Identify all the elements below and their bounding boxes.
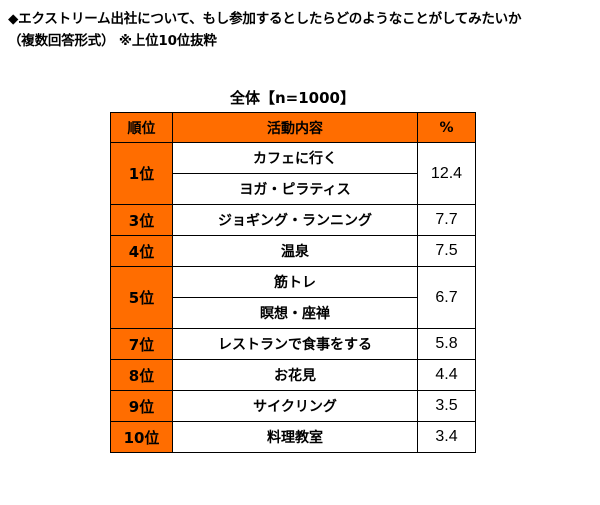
table-row: 8位 お花見 4.4 [110,359,476,391]
table-row: 10位 料理教室 3.4 [110,421,476,453]
percent-cell: 7.7 [417,204,476,236]
table-body: 1位 カフェに行く 12.4 ヨガ・ピラティス 3位 ジョギング・ランニング 7.7 4位 温泉… [110,142,476,453]
percent-cell: 3.5 [417,390,476,422]
rank-cell: 5位 [110,266,173,329]
table-header-row: 順位 活動内容 % [110,112,476,143]
rank-cell: 8位 [110,359,173,391]
rank-cell: 7位 [110,328,173,360]
title-line-1: ◆エクストリーム出社について、もし参加するとしたらどのようなことがしてみたいか [8,11,522,27]
percent-cell: 12.4 [417,142,476,205]
header-percent: % [417,112,476,143]
page-title: ◆エクストリーム出社について、もし参加するとしたらどのようなことがしてみたいか … [8,8,593,52]
activity-cell: ジョギング・ランニング [172,204,418,236]
percent-cell: 7.5 [417,235,476,267]
activity-cell: 筋トレ [172,266,418,298]
activity-cell: 温泉 [172,235,418,267]
rank-cell: 9位 [110,390,173,422]
table-row: 4位 温泉 7.5 [110,235,476,267]
rank-cell: 1位 [110,142,173,205]
activity-cell: ヨガ・ピラティス [172,173,418,205]
table-row: 3位 ジョギング・ランニング 7.7 [110,204,476,236]
header-rank: 順位 [110,112,173,143]
table-row: 7位 レストランで食事をする 5.8 [110,328,476,360]
rank-cell: 4位 [110,235,173,267]
percent-cell: 3.4 [417,421,476,453]
table-row: ヨガ・ピラティス [111,173,476,205]
rank-cell: 3位 [110,204,173,236]
table-row: 9位 サイクリング 3.5 [110,390,476,422]
activity-cell: 瞑想・座禅 [172,297,418,329]
header-activity: 活動内容 [172,112,418,143]
activity-cell: サイクリング [172,390,418,422]
ranking-table: 順位 活動内容 % 1位 カフェに行く 12.4 ヨガ・ピラティス 3位 ジョギング・ラン… [110,112,476,453]
title-line-2: （複数回答形式） ※上位10位抜粋 [8,33,217,49]
activity-cell: レストランで食事をする [172,328,418,360]
percent-cell: 4.4 [417,359,476,391]
table-title: 全体【n=1000】 [230,89,355,107]
percent-cell: 6.7 [417,266,476,329]
percent-cell: 5.8 [417,328,476,360]
activity-cell: お花見 [172,359,418,391]
activity-cell: 料理教室 [172,421,418,453]
table-row: 5位 筋トレ 6.7 [110,266,476,329]
table-row: 瞑想・座禅 [111,297,476,329]
rank-cell: 10位 [110,421,173,453]
activity-cell: カフェに行く [172,142,418,174]
table-row: 1位 カフェに行く 12.4 [110,142,476,205]
